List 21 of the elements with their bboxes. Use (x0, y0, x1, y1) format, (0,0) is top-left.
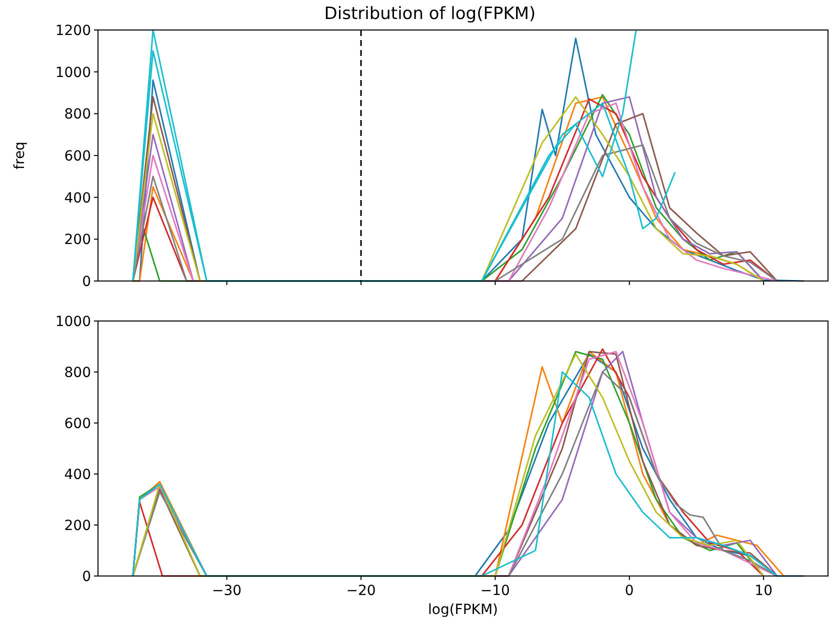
x-tick-label: 0 (624, 583, 634, 599)
y-tick-label: 800 (64, 365, 91, 381)
y-tick-label: 1200 (55, 23, 91, 39)
y-tick-label: 400 (64, 190, 91, 206)
x-tick-label: −10 (480, 583, 510, 599)
x-tick-label: −30 (212, 583, 242, 599)
y-axis-title: freq (12, 142, 28, 170)
y-tick-label: 200 (64, 232, 91, 248)
y-tick-label: 200 (64, 518, 91, 534)
y-tick-label: 600 (64, 148, 91, 164)
y-tick-label: 0 (82, 569, 91, 585)
y-tick-label: 0 (82, 274, 91, 290)
y-tick-label: 800 (64, 106, 91, 123)
x-tick-label: 10 (754, 583, 772, 599)
x-tick-label: −20 (346, 583, 376, 599)
y-tick-label: 400 (64, 467, 91, 483)
y-tick-label: 1000 (55, 64, 91, 81)
y-tick-label: 600 (64, 416, 91, 432)
y-tick-label: 1000 (55, 314, 91, 330)
x-axis-title: log(FPKM) (428, 602, 498, 618)
chart-title: Distribution of log(FPKM) (324, 4, 536, 24)
